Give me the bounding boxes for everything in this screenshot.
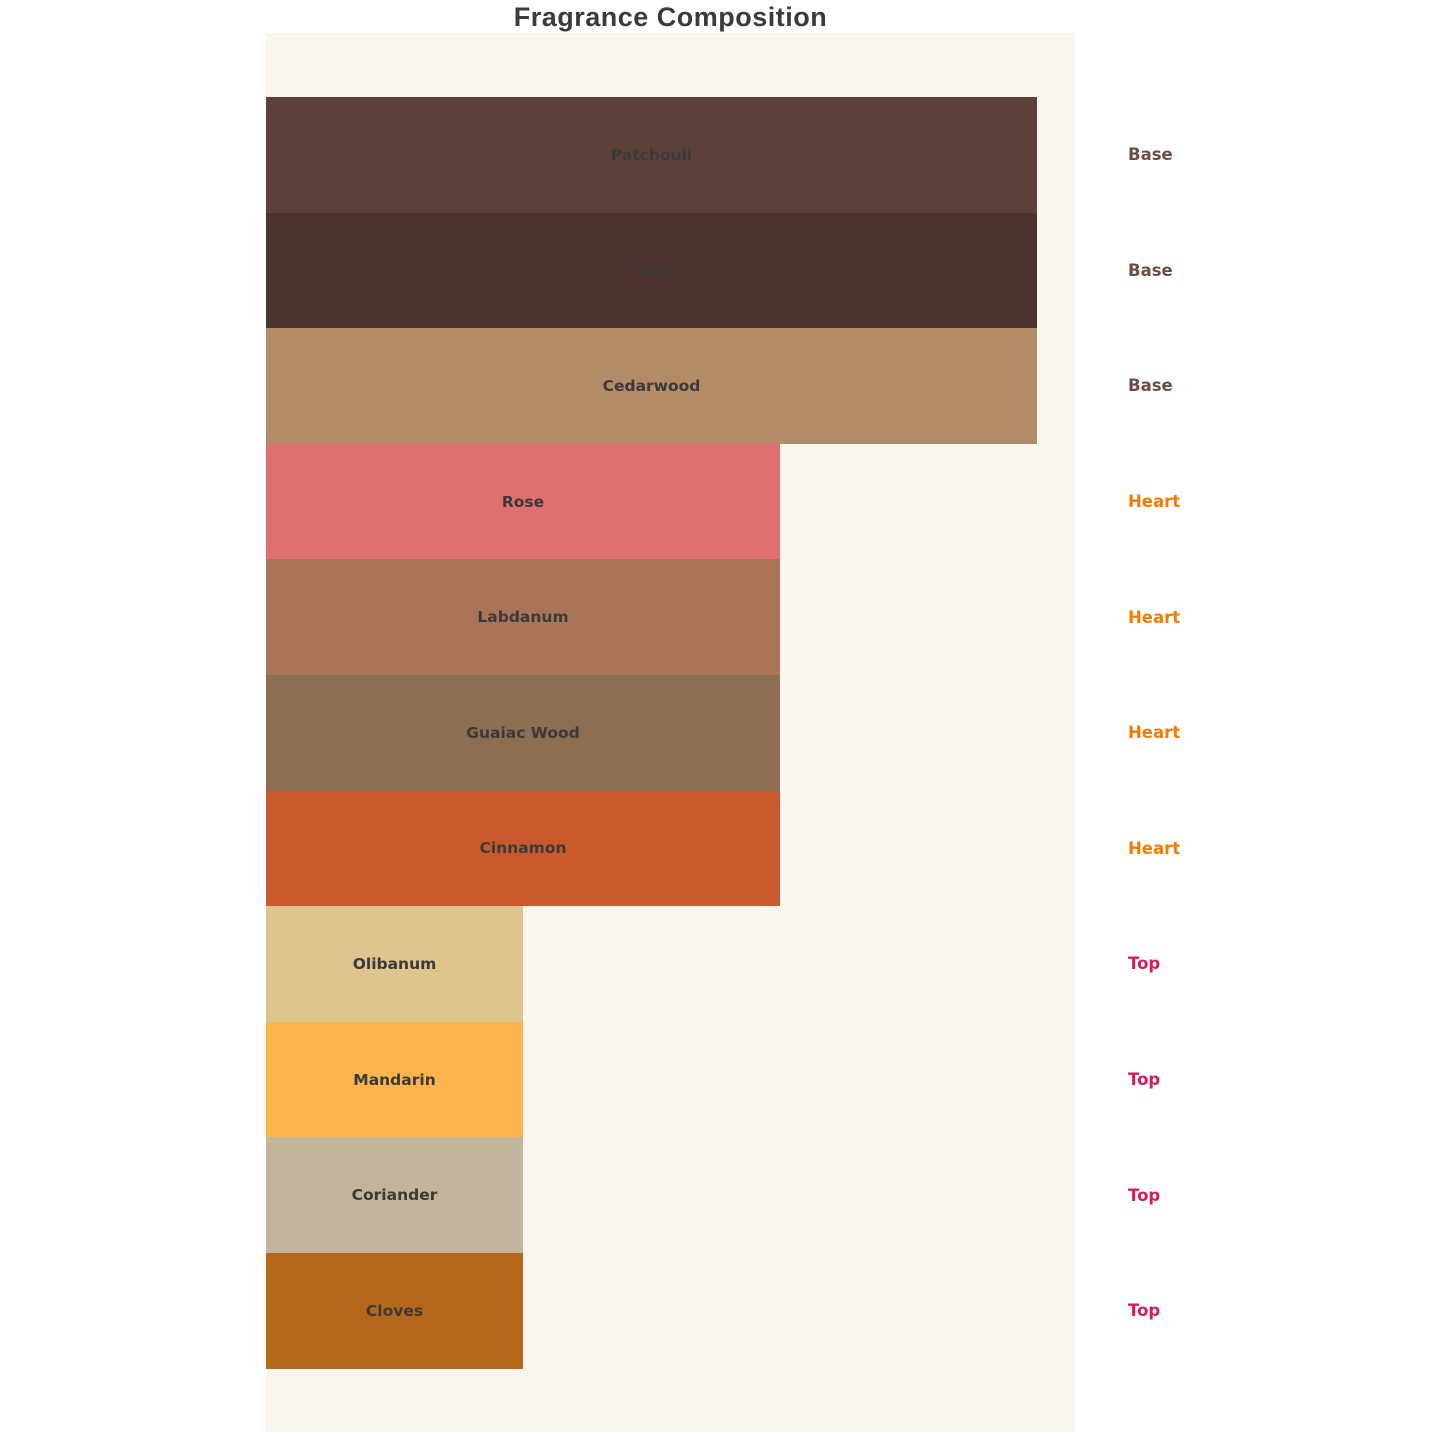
bar-stack: Patchouli Oud Cedarwood Rose Labdanum Guaiac … xyxy=(266,97,1075,1369)
bar-label-mandarin: Mandarin xyxy=(353,1070,436,1089)
bar-cinnamon: Cinnamon xyxy=(266,790,780,907)
bar-label-labdanum: Labdanum xyxy=(477,608,569,627)
bar-cloves: Cloves xyxy=(266,1252,523,1369)
bar-coriander: Coriander xyxy=(266,1137,523,1253)
bar-label-cinnamon: Cinnamon xyxy=(479,839,567,858)
bar-label-cedarwood: Cedarwood xyxy=(602,376,701,395)
group-label-cedarwood: Base xyxy=(1128,376,1173,396)
group-label-mandarin: Top xyxy=(1128,1070,1161,1090)
bar-labdanum: Labdanum xyxy=(266,559,780,675)
group-row-cinnamon: Heart xyxy=(1128,791,1328,907)
bar-label-rose: Rose xyxy=(501,492,545,511)
group-row-coriander: Top xyxy=(1128,1137,1328,1253)
group-label-coriander: Top xyxy=(1128,1185,1161,1205)
bar-oud: Oud xyxy=(266,212,1037,329)
group-row-guaiac-wood: Heart xyxy=(1128,675,1328,791)
chart-title: Fragrance Composition xyxy=(513,2,828,32)
group-row-mandarin: Top xyxy=(1128,1022,1328,1138)
group-row-olibanum: Top xyxy=(1128,906,1328,1022)
group-row-labdanum: Heart xyxy=(1128,559,1328,675)
group-row-cloves: Top xyxy=(1128,1253,1328,1369)
bar-guaiac-wood: Guaiac Wood xyxy=(266,674,780,791)
bar-cedarwood: Cedarwood xyxy=(266,328,1037,444)
group-label-column: Base Base Base Heart Heart Heart Heart Top Top To… xyxy=(1128,97,1328,1369)
group-label-olibanum: Top xyxy=(1128,954,1161,974)
group-row-oud: Base xyxy=(1128,213,1328,329)
bar-mandarin: Mandarin xyxy=(266,1021,523,1138)
group-row-cedarwood: Base xyxy=(1128,328,1328,444)
bar-label-guaiac-wood: Guaiac Wood xyxy=(466,723,580,742)
group-row-patchouli: Base xyxy=(1128,97,1328,213)
bar-label-oud: Oud xyxy=(633,261,670,280)
bar-label-olibanum: Olibanum xyxy=(352,954,437,973)
group-label-labdanum: Heart xyxy=(1128,607,1181,627)
group-label-guaiac-wood: Heart xyxy=(1128,723,1181,743)
bar-label-cloves: Cloves xyxy=(365,1301,424,1320)
bar-label-coriander: Coriander xyxy=(351,1186,438,1205)
bar-rose: Rose xyxy=(266,443,780,560)
group-label-cinnamon: Heart xyxy=(1128,838,1181,858)
bar-patchouli: Patchouli xyxy=(266,97,1037,213)
group-label-oud: Base xyxy=(1128,260,1173,280)
bar-olibanum: Olibanum xyxy=(266,906,523,1022)
group-row-rose: Heart xyxy=(1128,444,1328,560)
group-label-cloves: Top xyxy=(1128,1301,1161,1321)
group-label-patchouli: Base xyxy=(1128,145,1173,165)
group-label-rose: Heart xyxy=(1128,492,1181,512)
bar-label-patchouli: Patchouli xyxy=(610,145,693,164)
